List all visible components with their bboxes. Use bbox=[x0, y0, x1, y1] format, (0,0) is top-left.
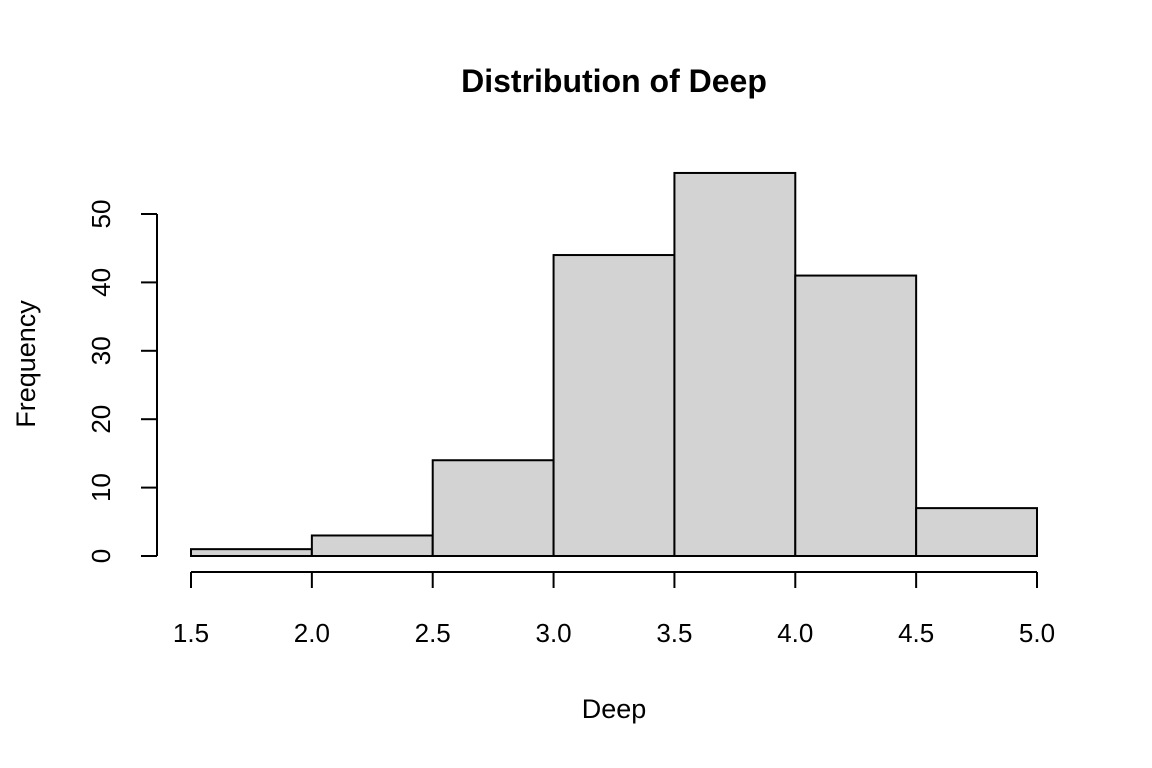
y-tick-label-4: 40 bbox=[86, 268, 116, 297]
y-axis-label: Frequency bbox=[11, 300, 41, 428]
y-tick-label-0: 0 bbox=[86, 549, 116, 563]
x-tick-label-6: 4.5 bbox=[898, 618, 934, 648]
x-tick-label-3: 3.0 bbox=[535, 618, 571, 648]
histogram-bar-1 bbox=[310, 534, 434, 557]
x-tick-label-7: 5.0 bbox=[1019, 618, 1055, 648]
histogram-bar-6 bbox=[915, 507, 1039, 557]
histogram-bar-3 bbox=[552, 254, 676, 557]
y-tick-label-3: 30 bbox=[86, 336, 116, 365]
histogram-bar-5 bbox=[794, 274, 918, 557]
x-axis: 1.5 2.0 2.5 3.0 3.5 4.0 4.5 5.0 bbox=[173, 571, 1055, 648]
y-tick-label-2: 20 bbox=[86, 405, 116, 434]
y-tick-label-1: 10 bbox=[86, 473, 116, 502]
x-tick-label-1: 2.0 bbox=[294, 618, 330, 648]
x-axis-label: Deep bbox=[582, 694, 647, 724]
x-tick-label-4: 3.5 bbox=[656, 618, 692, 648]
bars-group bbox=[190, 171, 1039, 558]
x-tick-label-2: 2.5 bbox=[415, 618, 451, 648]
histogram-bar-0 bbox=[190, 548, 313, 557]
x-tick-label-0: 1.5 bbox=[173, 618, 209, 648]
histogram-bar-2 bbox=[431, 459, 555, 557]
x-tick-label-5: 4.0 bbox=[777, 618, 813, 648]
chart-title: Distribution of Deep bbox=[461, 63, 767, 99]
histogram-bar-4 bbox=[673, 171, 797, 558]
y-tick-label-5: 50 bbox=[86, 200, 116, 229]
y-axis: 0 10 20 30 40 50 bbox=[86, 200, 158, 563]
